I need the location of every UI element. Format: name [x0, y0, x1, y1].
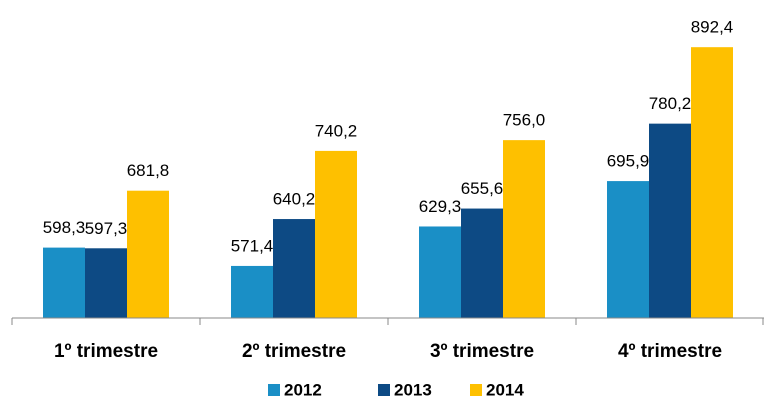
legend-label: 2012	[284, 380, 322, 399]
bar	[691, 47, 733, 318]
value-label: 740,2	[315, 121, 358, 140]
value-label: 892,4	[691, 18, 734, 37]
bar	[649, 123, 691, 318]
value-label: 629,3	[419, 197, 462, 216]
legend-swatch	[268, 384, 280, 396]
bar	[127, 190, 169, 318]
legend-swatch	[378, 384, 390, 396]
bar	[461, 208, 503, 318]
value-label: 756,0	[503, 111, 546, 130]
x-tick-label: 3º trimestre	[430, 341, 534, 362]
legend-label: 2013	[394, 380, 432, 399]
bar	[231, 265, 273, 318]
bar	[419, 226, 461, 318]
legend-label: 2014	[486, 380, 524, 399]
x-tick-label: 1º trimestre	[54, 341, 158, 362]
x-tick-label: 2º trimestre	[242, 341, 346, 362]
bar	[607, 181, 649, 318]
value-label: 571,4	[231, 236, 274, 255]
bar	[85, 248, 127, 318]
value-label: 598,3	[43, 218, 86, 237]
value-label: 780,2	[649, 94, 692, 113]
bar	[43, 247, 85, 318]
value-label: 655,6	[461, 179, 504, 198]
value-label: 681,8	[127, 161, 170, 180]
value-label: 640,2	[273, 190, 316, 209]
x-tick-label: 4º trimestre	[618, 341, 722, 362]
bar	[315, 150, 357, 318]
value-label: 695,9	[607, 152, 650, 171]
legend-swatch	[470, 384, 482, 396]
bar	[273, 219, 315, 318]
value-label: 597,3	[85, 219, 128, 238]
bar	[503, 140, 545, 318]
